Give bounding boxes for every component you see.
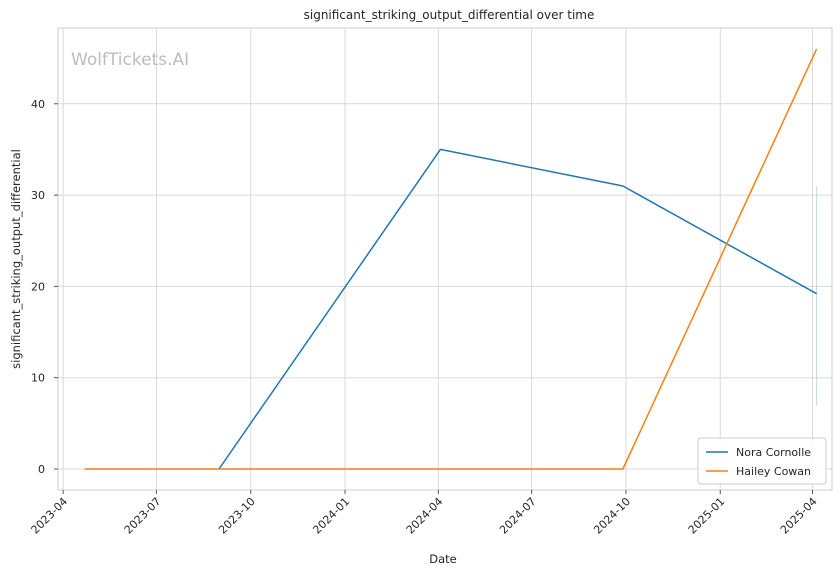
x-tick-label: 2025-04 — [778, 495, 820, 537]
y-tick-label: 10 — [31, 372, 45, 385]
watermark: WolfTickets.AI — [71, 50, 189, 70]
x-tick-label: 2024-04 — [404, 495, 446, 537]
legend-label-nora-cornolle: Nora Cornolle — [736, 446, 811, 459]
x-axis-title: Date — [429, 552, 457, 566]
y-tick-label: 0 — [38, 463, 45, 476]
y-tick-label: 20 — [31, 280, 45, 293]
legend-label-hailey-cowan: Hailey Cowan — [736, 465, 811, 478]
series-line-0 — [218, 148, 817, 470]
x-tick-label: 2023-07 — [122, 495, 164, 537]
legend: Nora Cornolle Hailey Cowan — [697, 437, 827, 485]
series-line-1 — [84, 48, 818, 470]
chart-title: significant_striking_output_differential… — [304, 8, 595, 22]
y-axis-title: significant_striking_output_differential — [9, 149, 23, 369]
x-tick-label: 2023-10 — [216, 495, 258, 537]
plot-frame — [57, 27, 833, 491]
y-tick-label: 30 — [31, 189, 45, 202]
x-tick-label: 2024-10 — [591, 495, 633, 537]
legend-box — [697, 437, 827, 485]
x-tick-label: 2024-01 — [310, 495, 352, 537]
x-tick-label: 2024-07 — [497, 495, 539, 537]
y-tick-label: 40 — [31, 98, 45, 111]
grid — [58, 28, 832, 490]
series-layer — [84, 48, 818, 470]
x-tick-label: 2025-01 — [686, 495, 728, 537]
x-tick-label: 2023-04 — [29, 495, 71, 537]
